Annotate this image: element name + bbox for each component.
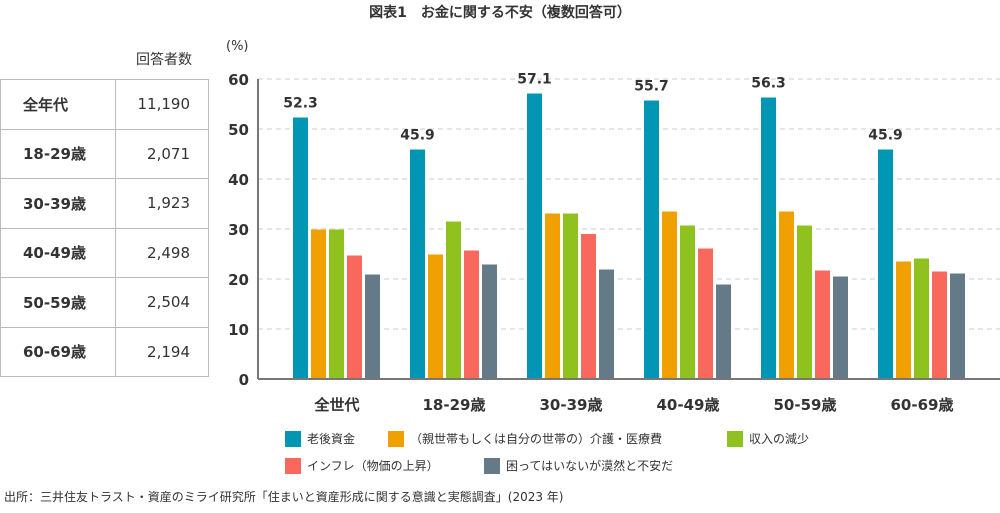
source-note: 出所：三井住友トラスト・資産のミライ研究所「住まいと資産形成に関する意識と実態調… [4, 490, 564, 504]
bar [329, 229, 344, 379]
bar [428, 254, 443, 379]
data-label: 52.3 [283, 96, 318, 112]
bar [527, 93, 542, 379]
row-count: 2,498 [115, 227, 209, 278]
bar [662, 211, 677, 379]
legend-item: 老後資金 [285, 430, 355, 447]
bar [563, 213, 578, 379]
bar [644, 100, 659, 379]
y-tick-label: 60 [228, 71, 249, 89]
bar [482, 264, 497, 379]
legend-label: インフレ（物価の上昇） [307, 459, 439, 473]
row-label: 60-69歳 [0, 326, 116, 377]
x-tick-label: 60-69歳 [891, 396, 954, 414]
legend-label: 収入の減少 [749, 432, 810, 446]
y-axis-unit: (%) [226, 39, 249, 54]
bar [914, 258, 929, 379]
bar [446, 221, 461, 379]
legend-item: （親世帯もしくは自分の世帯の）介護・医療費 [388, 430, 662, 447]
row-count: 1,923 [115, 178, 209, 229]
bar [293, 117, 308, 379]
legend-label: 老後資金 [307, 432, 356, 446]
legend-item: 困ってはいないが漠然と不安だ [484, 457, 673, 474]
x-tick-label: 50-59歳 [774, 396, 837, 414]
legend-swatch [727, 430, 743, 447]
y-tick-label: 50 [228, 121, 249, 139]
data-label: 45.9 [400, 128, 435, 144]
row-count: 2,194 [115, 326, 209, 377]
legend-swatch [388, 430, 404, 447]
bar [545, 213, 560, 379]
data-label: 56.3 [751, 76, 786, 92]
legend-label: （親世帯もしくは自分の世帯の）介護・医療費 [410, 432, 663, 446]
legend-swatch [285, 457, 301, 474]
x-tick-label: 30-39歳 [540, 396, 603, 414]
table-header: 回答者数 [136, 52, 192, 68]
bar [581, 234, 596, 379]
y-tick-label: 0 [239, 371, 249, 389]
data-label: 55.7 [634, 79, 669, 95]
x-tick-label: 40-49歳 [657, 396, 720, 414]
bar [815, 270, 830, 379]
bar [464, 250, 479, 379]
table-row: 18-29歳 2,071 [0, 128, 209, 179]
row-count: 2,071 [115, 128, 209, 179]
bar [680, 225, 695, 379]
bar [833, 276, 848, 379]
legend-label: 困ってはいないが漠然と不安だ [506, 459, 674, 473]
bar [311, 229, 326, 379]
table-row: 60-69歳 2,194 [0, 326, 209, 377]
bar [896, 261, 911, 379]
legend-item: インフレ（物価の上昇） [285, 457, 439, 474]
bar [365, 274, 380, 379]
bar-chart: 0 10 20 30 40 50 60 52.3 全世代 45.9 18-29歳 57.1 30-39歳… [228, 71, 1000, 414]
bar [716, 284, 731, 379]
bar [761, 97, 776, 379]
data-label: 57.1 [517, 72, 552, 88]
respondents-table: 全年代 11,190 18-29歳 2,071 30-39歳 1,923 40-49歳 2,4… [0, 79, 209, 377]
legend-swatch [484, 457, 500, 474]
row-label: 40-49歳 [0, 227, 116, 278]
bar [698, 248, 713, 379]
row-label: 50-59歳 [0, 277, 116, 328]
bar [779, 211, 794, 379]
bar [599, 269, 614, 379]
y-tick-label: 30 [228, 221, 249, 239]
row-label: 30-39歳 [0, 178, 116, 229]
bar [410, 149, 425, 379]
y-tick-label: 20 [228, 271, 249, 289]
bar [878, 149, 893, 379]
table-row: 全年代 11,190 [0, 79, 209, 130]
legend-swatch [285, 430, 301, 447]
x-tick-label: 全世代 [313, 396, 359, 414]
y-tick-label: 40 [228, 171, 249, 189]
bar [797, 225, 812, 379]
row-label: 全年代 [0, 79, 116, 130]
bar [950, 273, 965, 379]
table-row: 50-59歳 2,504 [0, 277, 209, 328]
table-row: 30-39歳 1,923 [0, 178, 209, 229]
legend-item: 収入の減少 [727, 430, 809, 447]
table-row: 40-49歳 2,498 [0, 227, 209, 278]
x-tick-label: 18-29歳 [423, 396, 486, 414]
chart-title: 図表1 お金に関する不安（複数回答可） [369, 5, 631, 21]
row-count: 2,504 [115, 277, 209, 328]
bar [347, 255, 362, 379]
y-tick-label: 10 [228, 321, 249, 339]
data-label: 45.9 [868, 128, 903, 144]
row-label: 18-29歳 [0, 128, 116, 179]
bar [932, 271, 947, 379]
